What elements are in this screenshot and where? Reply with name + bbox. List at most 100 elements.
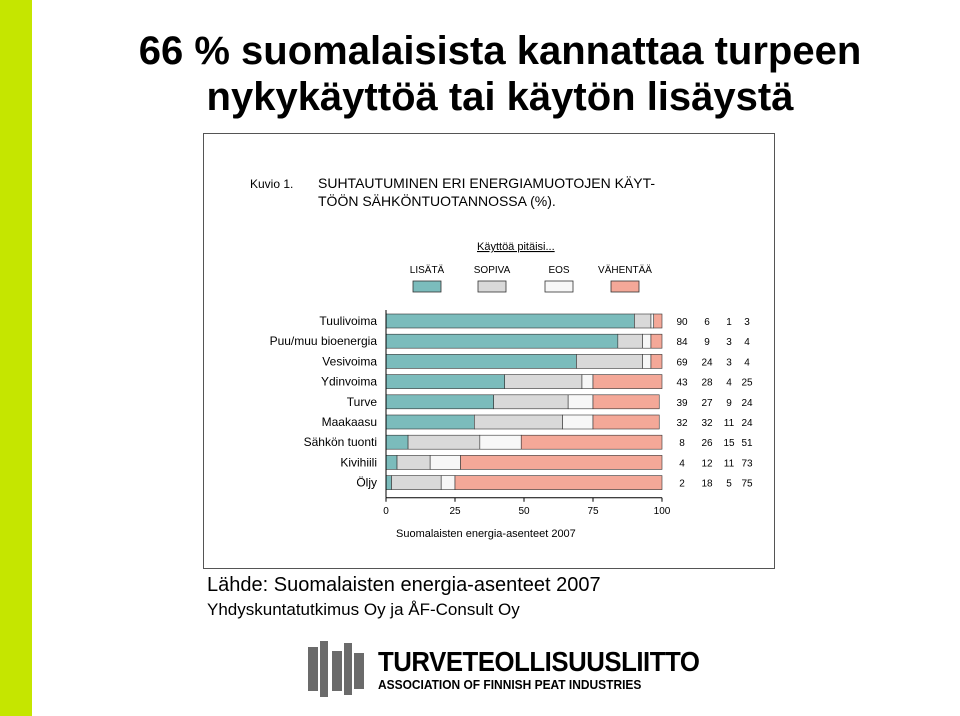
legend-swatch bbox=[477, 280, 507, 293]
figure-label: Kuvio 1. bbox=[250, 177, 293, 191]
value-label: 9 bbox=[726, 398, 732, 409]
category-label: Sähkön tuonti bbox=[304, 435, 377, 449]
x-tick-label: 25 bbox=[449, 506, 461, 517]
legend-label: VÄHENTÄÄ bbox=[598, 264, 652, 276]
legend-title: Käyttöä pitäisi... bbox=[477, 241, 555, 253]
category-label: Vesivoima bbox=[322, 354, 377, 368]
category-label: Puu/muu bioenergia bbox=[270, 334, 378, 348]
value-label: 28 bbox=[701, 378, 713, 389]
value-label: 27 bbox=[701, 398, 713, 409]
stacked-bar-chart: Kuvio 1. SUHTAUTUMINEN ERI ENERGIAMUOTOJ… bbox=[250, 175, 753, 540]
value-label: 43 bbox=[676, 378, 688, 389]
bar-segment bbox=[617, 333, 643, 349]
bar-segment bbox=[567, 394, 594, 410]
category-label: Kivihiili bbox=[340, 455, 377, 469]
value-label: 26 bbox=[701, 438, 713, 449]
source-line-2: Yhdyskuntatutkimus Oy ja ÅF-Consult Oy bbox=[207, 600, 520, 619]
value-label: 4 bbox=[726, 378, 732, 389]
x-tick-label: 50 bbox=[518, 506, 530, 517]
value-label: 15 bbox=[723, 438, 735, 449]
value-label: 32 bbox=[701, 418, 713, 429]
logo-mark-icon bbox=[308, 641, 364, 697]
legend: LISÄTÄ SOPIVA EOS VÄHENTÄÄ bbox=[410, 264, 652, 293]
value-label: 6 bbox=[704, 317, 710, 328]
x-tick-label: 0 bbox=[383, 506, 389, 517]
bar-segment bbox=[407, 434, 481, 450]
category-label: Turve bbox=[347, 395, 378, 409]
slide-title-line-1: 66 % suomalaisista kannattaa turpeen bbox=[138, 29, 862, 73]
value-label: 11 bbox=[724, 458, 735, 469]
value-label: 4 bbox=[679, 458, 685, 469]
value-label: 73 bbox=[741, 458, 753, 469]
value-label: 8 bbox=[679, 438, 685, 449]
bar-segment bbox=[592, 394, 660, 410]
bar-segment bbox=[429, 455, 461, 470]
x-axis-title: Suomalaisten energia-asenteet 2007 bbox=[396, 528, 576, 540]
bar-segment bbox=[493, 394, 569, 410]
bar-segment bbox=[592, 414, 660, 430]
value-label: 32 bbox=[676, 418, 688, 429]
logo-subtitle: ASSOCIATION OF FINNISH PEAT INDUSTRIES bbox=[378, 677, 642, 692]
bar-segment bbox=[385, 313, 635, 329]
value-label: 69 bbox=[676, 357, 688, 368]
legend-label: LISÄTÄ bbox=[410, 264, 445, 276]
value-label: 39 bbox=[676, 398, 688, 409]
category-label: Maakaasu bbox=[322, 415, 377, 429]
value-label: 25 bbox=[741, 378, 753, 389]
x-axis: 0 25 50 75 100 bbox=[383, 310, 671, 517]
bar-segment bbox=[650, 354, 663, 369]
chart-frame: Kuvio 1. SUHTAUTUMINEN ERI ENERGIAMUOTOJ… bbox=[203, 133, 775, 569]
bar-segment bbox=[642, 354, 652, 369]
accent-stripe bbox=[0, 0, 32, 716]
slide-title: 66 % suomalaisista kannattaa turpeen nyk… bbox=[60, 28, 940, 120]
bar-segment bbox=[385, 475, 392, 490]
bar-segment bbox=[520, 434, 663, 450]
bar-segment bbox=[391, 475, 442, 490]
bar-segment bbox=[454, 475, 663, 490]
bar-segment bbox=[385, 455, 398, 470]
category-label: Öljy bbox=[356, 476, 377, 490]
bar-segment bbox=[385, 354, 577, 369]
category-label: Tuulivoima bbox=[319, 314, 377, 328]
legend-swatch bbox=[412, 280, 442, 293]
value-label: 51 bbox=[741, 438, 753, 449]
value-label: 75 bbox=[741, 479, 753, 490]
value-label: 12 bbox=[701, 458, 713, 469]
logo-name: TURVETEOLLISUUSLIITTO bbox=[378, 646, 700, 677]
value-label: 24 bbox=[701, 357, 713, 368]
legend-label: EOS bbox=[548, 265, 569, 276]
chart-title-line-2: TÖÖN SÄHKÖNTUOTANNOSSA (%). bbox=[318, 192, 556, 209]
chart-title-line-1: SUHTAUTUMINEN ERI ENERGIAMUOTOJEN KÄYT- bbox=[318, 175, 655, 191]
bar-segment bbox=[385, 394, 494, 410]
bar-segment bbox=[396, 455, 431, 470]
value-label: 84 bbox=[676, 337, 688, 348]
bar-segment bbox=[650, 333, 663, 349]
value-label: 3 bbox=[726, 337, 732, 348]
value-label: 24 bbox=[741, 398, 753, 409]
value-label: 24 bbox=[741, 418, 753, 429]
bar-segment bbox=[576, 354, 643, 369]
bar-segment bbox=[592, 374, 663, 389]
value-label: 2 bbox=[679, 479, 685, 490]
x-tick-label: 75 bbox=[587, 506, 599, 517]
legend-swatch bbox=[544, 280, 574, 293]
source-line-1: Lähde: Suomalaisten energia-asenteet 200… bbox=[207, 574, 601, 596]
bar-segment bbox=[440, 475, 456, 490]
value-label: 90 bbox=[676, 317, 688, 328]
bar-segment bbox=[385, 414, 475, 430]
value-label: 18 bbox=[701, 479, 713, 490]
bar-segment bbox=[504, 374, 583, 389]
bar-segment bbox=[385, 434, 409, 450]
value-label: 9 bbox=[704, 337, 710, 348]
bar-segment bbox=[581, 374, 594, 389]
peat-association-logo: TURVETEOLLISUUSLIITTO ASSOCIATION OF FIN… bbox=[306, 641, 700, 699]
bar-segment bbox=[642, 333, 652, 349]
slide-title-line-2: nykykäyttöä tai käytön lisäystä bbox=[206, 75, 794, 119]
legend-swatch bbox=[610, 280, 640, 293]
bars bbox=[385, 313, 663, 490]
bar-segment bbox=[650, 313, 655, 329]
category-labels: Tuulivoima Puu/muu bioenergia Vesivoima Ydi… bbox=[270, 314, 378, 490]
bar-segment bbox=[460, 455, 663, 470]
value-label: 3 bbox=[726, 357, 732, 368]
